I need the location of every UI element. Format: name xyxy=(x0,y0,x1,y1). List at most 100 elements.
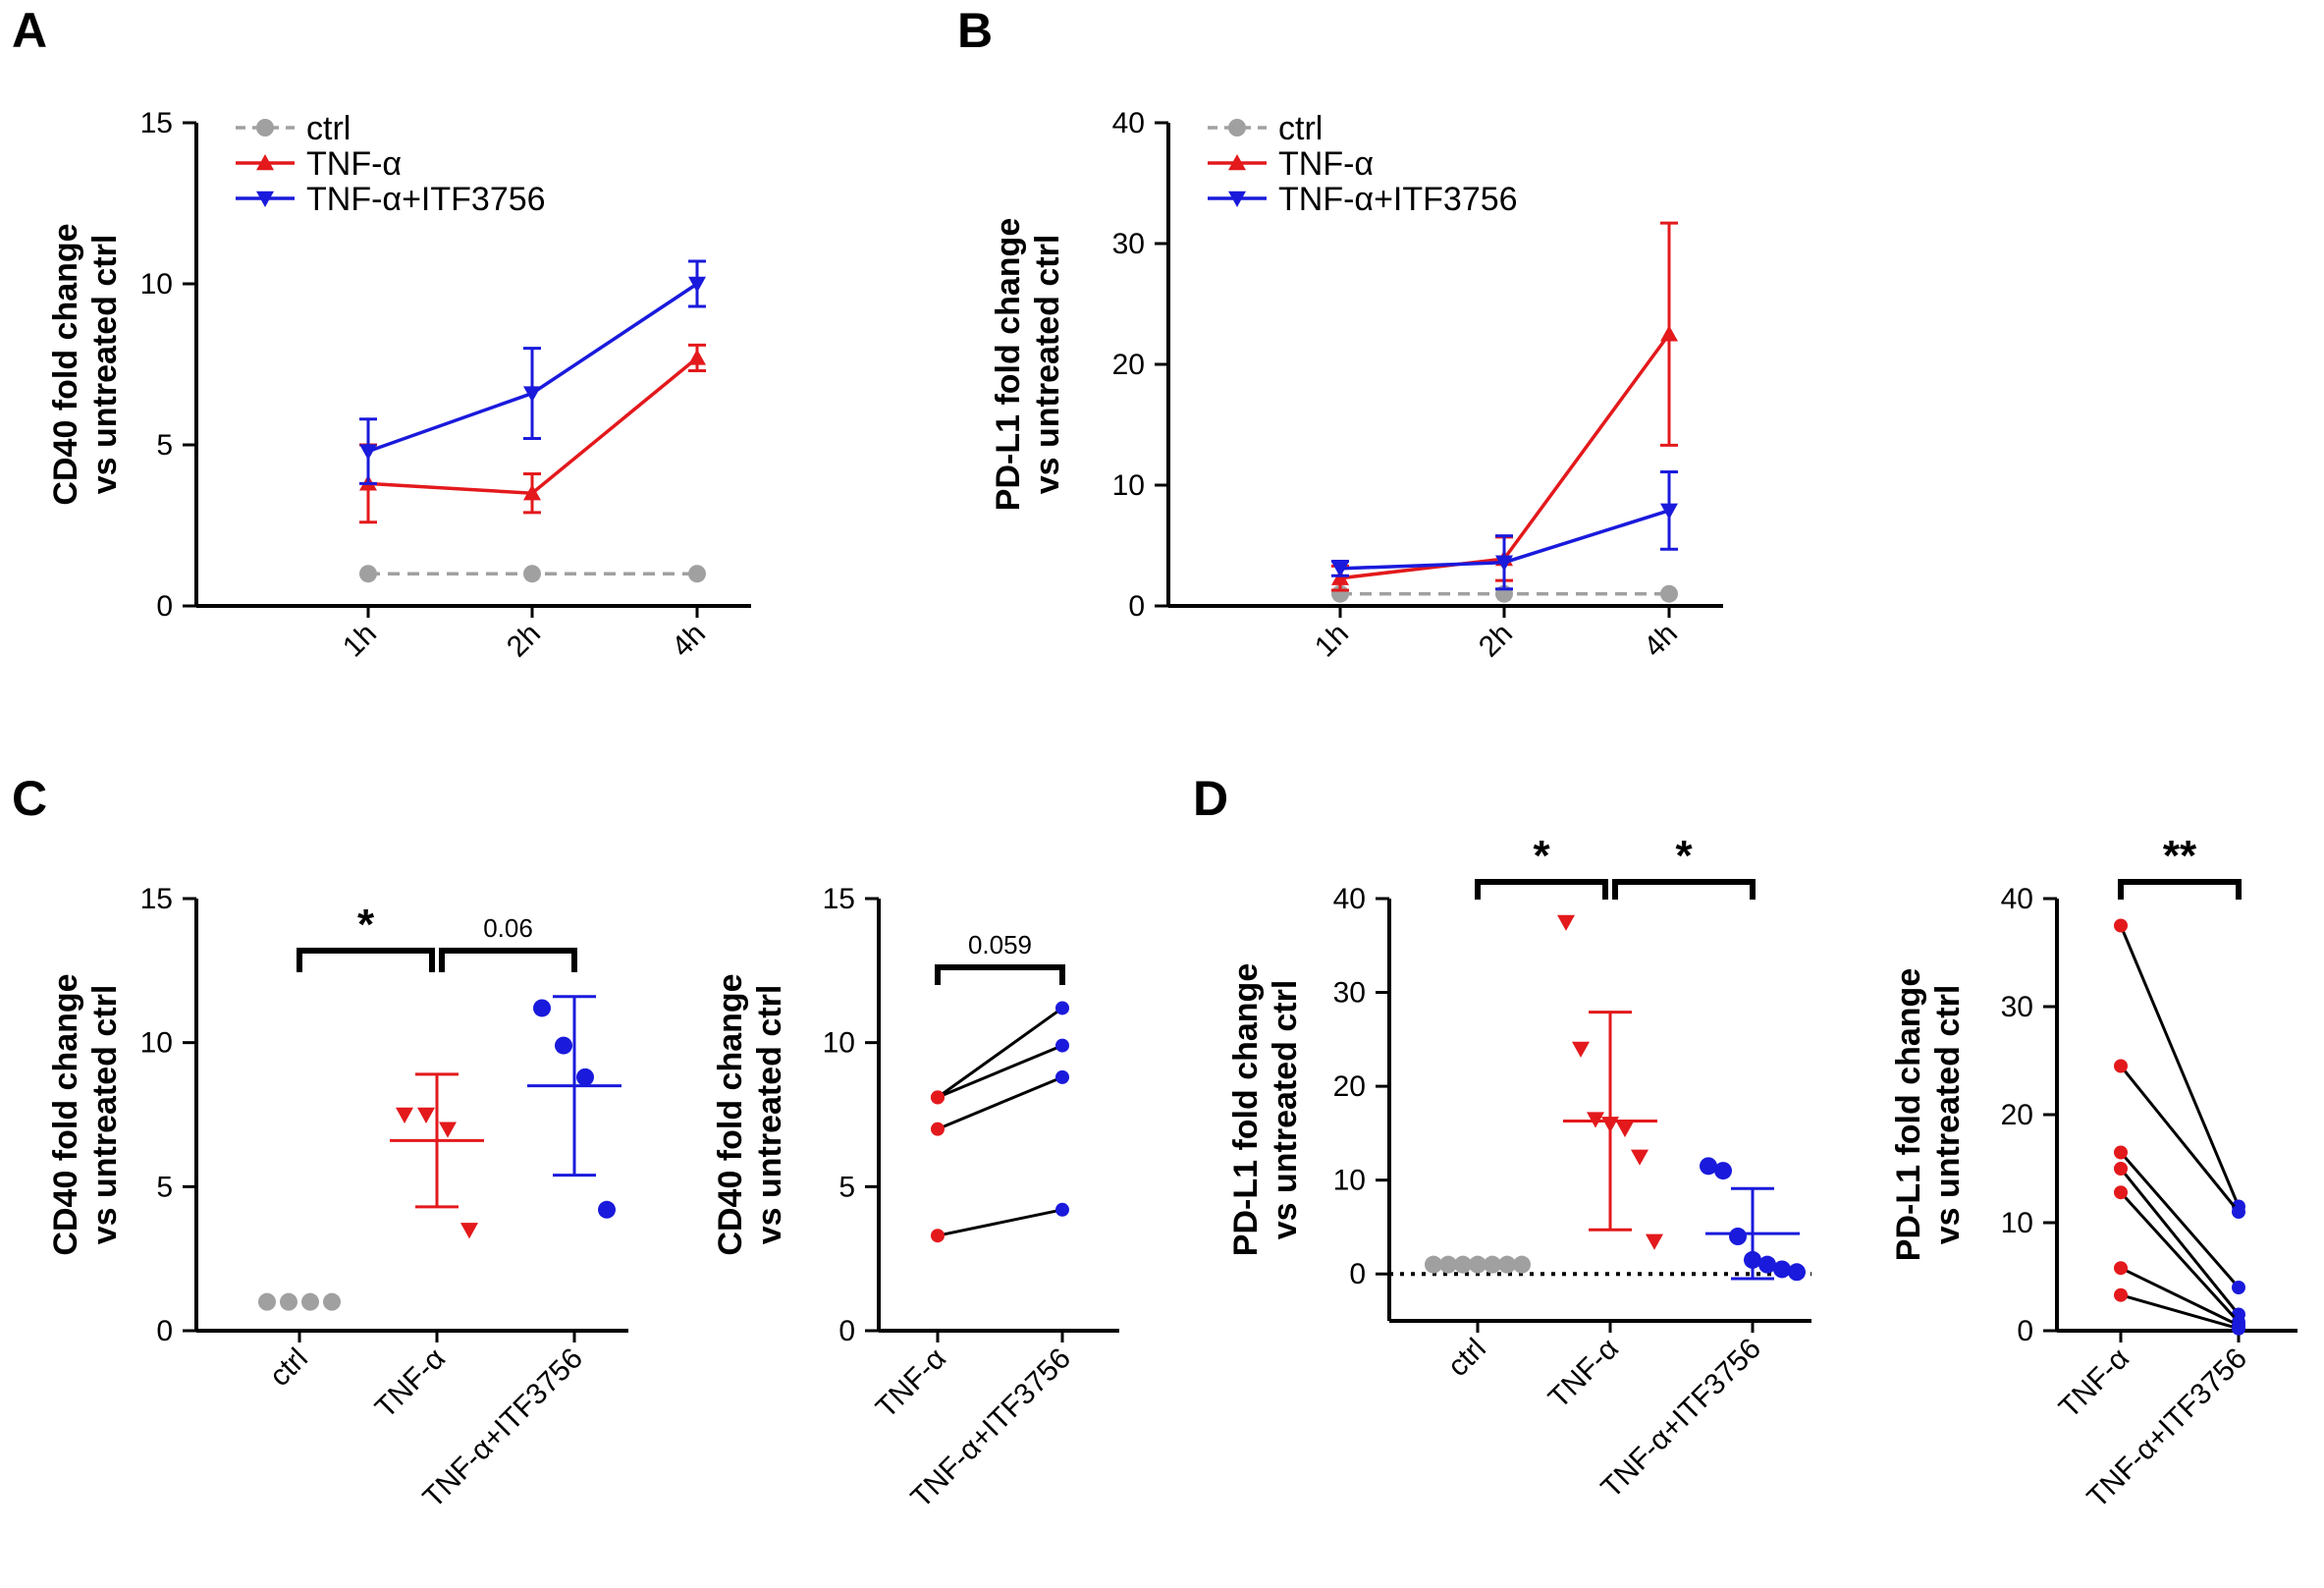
pair xyxy=(931,1202,1069,1243)
y-tick-label: 40 xyxy=(2001,883,2033,915)
panel-c-dot-plot: 0 5 10 15 CD40 fold changevs untreated ctrl c… xyxy=(47,883,628,1514)
data-point xyxy=(688,565,706,583)
panel-b-line-chart: 0 10 20 30 40 PD-L1 fold changevs untreated c… xyxy=(990,107,1723,664)
pair xyxy=(931,1001,1069,1105)
data-point xyxy=(1469,1255,1486,1274)
x-tick-label: 4h xyxy=(1638,618,1684,664)
data-point xyxy=(2232,1205,2245,1219)
pair xyxy=(2114,1059,2245,1219)
data-point xyxy=(2114,1162,2128,1176)
y-tick-label: 10 xyxy=(2001,1207,2033,1239)
data-point xyxy=(2114,1185,2128,1200)
y-tick-label: 20 xyxy=(1112,349,1145,381)
y-axis-label-line: vs untreated ctrl xyxy=(1929,985,1967,1245)
y-axis-label: PD-L1 fold changevs untreated ctrl xyxy=(1890,968,1967,1261)
y-axis-label-line: PD-L1 fold change xyxy=(990,218,1027,511)
group-ctrl xyxy=(1425,1255,1531,1274)
data-point xyxy=(439,1122,457,1138)
y-tick-label: 5 xyxy=(156,429,173,462)
pair-line xyxy=(2119,1065,2241,1213)
y-axis-label-line: vs untreated ctrl xyxy=(1267,980,1304,1240)
x-tick-label: 1h xyxy=(337,618,383,664)
data-point xyxy=(1714,1162,1732,1180)
series-TNF-α+ITF3756 xyxy=(359,259,706,485)
data-point xyxy=(931,1122,945,1136)
pair-line xyxy=(937,1208,1063,1237)
data-point xyxy=(2114,1287,2128,1302)
data-point xyxy=(1513,1255,1531,1274)
panel-label-b: B xyxy=(957,3,993,58)
data-point xyxy=(523,386,541,403)
data-point xyxy=(1616,1121,1634,1138)
legend-label: ctrl xyxy=(1278,110,1323,147)
data-point xyxy=(1788,1263,1806,1282)
panel-label-c: C xyxy=(12,771,47,826)
significance-label: 0.06 xyxy=(483,913,533,943)
y-axis-label: PD-L1 fold changevs untreated ctrl xyxy=(1227,963,1304,1256)
significance-bracket xyxy=(297,948,435,972)
data-point xyxy=(1055,1038,1069,1053)
legend-marker xyxy=(1228,119,1246,137)
data-point xyxy=(1055,1202,1069,1217)
legend-marker xyxy=(256,191,274,207)
y-tick-label: 5 xyxy=(156,1171,173,1203)
data-point xyxy=(1646,1233,1663,1250)
pair xyxy=(2114,1185,2245,1330)
data-point xyxy=(1495,555,1513,572)
y-tick-label: 5 xyxy=(838,1171,855,1203)
x-tick-label: TNF-α xyxy=(1542,1333,1625,1415)
legend-marker xyxy=(256,154,274,171)
pair-line xyxy=(2119,1168,2241,1316)
significance-label: * xyxy=(1675,832,1693,880)
y-tick-label: 10 xyxy=(140,268,173,301)
data-point xyxy=(1729,1228,1747,1245)
data-point xyxy=(1773,1260,1791,1279)
pair xyxy=(931,1069,1069,1136)
significance-bracket xyxy=(439,948,577,972)
x-tick-label: 4h xyxy=(666,618,712,664)
pair-line xyxy=(937,1044,1063,1099)
legend-label: TNF-α xyxy=(1278,145,1374,183)
pair-line xyxy=(2119,1191,2241,1324)
y-tick-label: 15 xyxy=(823,883,855,915)
data-point xyxy=(417,1107,435,1123)
y-axis-label-line: vs untreated ctrl xyxy=(86,235,124,495)
data-point xyxy=(1439,1255,1457,1274)
y-axis-label: CD40 fold changevs untreated ctrl xyxy=(47,973,124,1255)
pair-line xyxy=(2120,1293,2240,1331)
data-point xyxy=(2232,1281,2245,1294)
data-point xyxy=(460,1223,478,1239)
pair-line xyxy=(2120,1266,2240,1327)
pair-line xyxy=(2119,1151,2241,1288)
y-tick-label: 0 xyxy=(156,1315,173,1347)
series-ctrl xyxy=(359,565,706,583)
y-tick-label: 0 xyxy=(2017,1315,2033,1347)
y-axis-label-line: vs untreated ctrl xyxy=(1029,235,1066,495)
panel-label-d: D xyxy=(1193,771,1228,826)
group-TNF-α xyxy=(390,1072,484,1239)
data-point xyxy=(576,1068,594,1086)
y-tick-label: 20 xyxy=(1333,1070,1366,1103)
significance-bracket xyxy=(2118,879,2242,900)
data-point xyxy=(2114,1145,2128,1160)
pair-line xyxy=(937,1075,1063,1131)
data-point xyxy=(1572,1041,1590,1058)
y-axis-label-line: CD40 fold change xyxy=(712,973,749,1255)
group-ctrl xyxy=(258,1292,341,1311)
y-axis-label: CD40 fold changevs untreated ctrl xyxy=(47,223,124,505)
y-tick-label: 20 xyxy=(2001,1099,2033,1131)
data-point xyxy=(931,1090,945,1105)
data-point xyxy=(1498,1255,1516,1274)
data-point xyxy=(1484,1255,1501,1274)
y-axis-label-line: vs untreated ctrl xyxy=(751,985,788,1245)
legend-marker xyxy=(1228,191,1246,207)
data-point xyxy=(2114,1059,2128,1073)
x-tick-label: 1h xyxy=(1309,618,1355,664)
y-axis-label-line: PD-L1 fold change xyxy=(1890,968,1927,1261)
data-point xyxy=(1660,325,1678,342)
panel-label-a: A xyxy=(12,3,47,58)
y-axis-label: PD-L1 fold changevs untreated ctrl xyxy=(990,218,1066,511)
y-tick-label: 10 xyxy=(140,1027,173,1060)
data-point xyxy=(1758,1255,1776,1274)
